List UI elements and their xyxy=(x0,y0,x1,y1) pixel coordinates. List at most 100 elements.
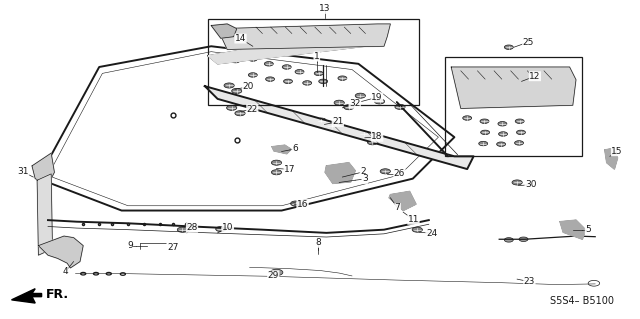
Circle shape xyxy=(515,141,524,145)
Polygon shape xyxy=(208,30,381,64)
Polygon shape xyxy=(560,220,586,239)
Circle shape xyxy=(284,79,292,84)
Circle shape xyxy=(497,142,506,146)
Polygon shape xyxy=(38,46,454,211)
Text: 7: 7 xyxy=(395,204,401,212)
Circle shape xyxy=(412,227,422,232)
Polygon shape xyxy=(38,236,83,268)
Text: 18: 18 xyxy=(371,132,383,141)
Circle shape xyxy=(61,254,67,257)
Circle shape xyxy=(270,269,283,276)
Circle shape xyxy=(532,80,556,92)
Polygon shape xyxy=(32,153,54,185)
Circle shape xyxy=(216,226,226,232)
Text: FR.: FR. xyxy=(46,288,69,300)
Circle shape xyxy=(479,141,488,146)
Text: 29: 29 xyxy=(268,271,279,280)
Circle shape xyxy=(374,99,385,104)
Circle shape xyxy=(338,76,347,80)
Circle shape xyxy=(227,105,237,110)
Circle shape xyxy=(266,77,275,81)
Circle shape xyxy=(380,169,390,174)
Text: 32: 32 xyxy=(349,99,360,108)
Circle shape xyxy=(235,111,245,116)
Circle shape xyxy=(355,93,365,98)
Polygon shape xyxy=(605,148,618,169)
Circle shape xyxy=(271,170,282,175)
Circle shape xyxy=(42,175,48,179)
Circle shape xyxy=(395,104,405,109)
Text: 19: 19 xyxy=(371,93,383,102)
Circle shape xyxy=(48,241,54,244)
Circle shape xyxy=(516,130,525,135)
Text: 3: 3 xyxy=(362,174,367,183)
Polygon shape xyxy=(389,191,416,211)
Text: 6: 6 xyxy=(292,145,298,153)
Text: 25: 25 xyxy=(523,38,534,47)
Circle shape xyxy=(499,132,508,136)
Circle shape xyxy=(38,167,45,171)
Circle shape xyxy=(271,160,282,165)
Circle shape xyxy=(224,83,234,88)
Text: 2: 2 xyxy=(360,167,365,176)
Circle shape xyxy=(344,105,354,110)
Circle shape xyxy=(314,71,323,76)
Text: 31: 31 xyxy=(17,167,29,176)
Text: 13: 13 xyxy=(319,4,331,13)
Circle shape xyxy=(525,77,563,96)
Text: 15: 15 xyxy=(611,147,623,156)
Circle shape xyxy=(326,123,337,129)
Text: 21: 21 xyxy=(332,117,344,126)
Polygon shape xyxy=(12,289,42,303)
Circle shape xyxy=(519,237,528,241)
Text: 22: 22 xyxy=(246,105,258,114)
Text: 20: 20 xyxy=(243,82,254,91)
Circle shape xyxy=(515,119,524,123)
Circle shape xyxy=(177,227,188,232)
Text: 26: 26 xyxy=(394,169,405,178)
Circle shape xyxy=(498,122,507,126)
Text: 5: 5 xyxy=(586,225,591,234)
Polygon shape xyxy=(272,145,291,154)
Text: 14: 14 xyxy=(235,34,246,43)
Text: 4: 4 xyxy=(63,267,68,276)
Circle shape xyxy=(463,116,472,120)
Text: 16: 16 xyxy=(297,200,308,209)
Text: 12: 12 xyxy=(529,72,541,81)
Polygon shape xyxy=(451,67,576,108)
Text: 24: 24 xyxy=(426,229,437,238)
Circle shape xyxy=(303,81,312,85)
Text: 30: 30 xyxy=(525,180,536,189)
Circle shape xyxy=(264,62,273,66)
Circle shape xyxy=(504,45,513,49)
Text: 28: 28 xyxy=(186,223,198,232)
Circle shape xyxy=(367,140,378,145)
Text: 11: 11 xyxy=(408,215,419,224)
Text: S5S4– B5100: S5S4– B5100 xyxy=(550,296,614,306)
Circle shape xyxy=(319,79,328,84)
Circle shape xyxy=(295,70,304,74)
Circle shape xyxy=(480,119,489,123)
Circle shape xyxy=(248,57,257,61)
Circle shape xyxy=(512,180,522,185)
Circle shape xyxy=(291,201,301,206)
Text: 27: 27 xyxy=(167,243,179,252)
Text: 17: 17 xyxy=(284,165,296,174)
Circle shape xyxy=(232,88,242,93)
Circle shape xyxy=(282,65,291,69)
Text: 1: 1 xyxy=(314,52,319,61)
Polygon shape xyxy=(211,24,237,38)
Circle shape xyxy=(481,130,490,135)
Text: 8: 8 xyxy=(316,238,321,247)
Text: 23: 23 xyxy=(524,277,535,286)
Polygon shape xyxy=(205,86,474,169)
Circle shape xyxy=(316,118,326,123)
Circle shape xyxy=(504,238,513,242)
Text: 9: 9 xyxy=(127,241,132,250)
Circle shape xyxy=(334,100,344,105)
Circle shape xyxy=(358,131,369,137)
Text: 10: 10 xyxy=(222,223,234,232)
Polygon shape xyxy=(37,174,52,255)
Polygon shape xyxy=(325,163,355,183)
Polygon shape xyxy=(218,24,390,49)
